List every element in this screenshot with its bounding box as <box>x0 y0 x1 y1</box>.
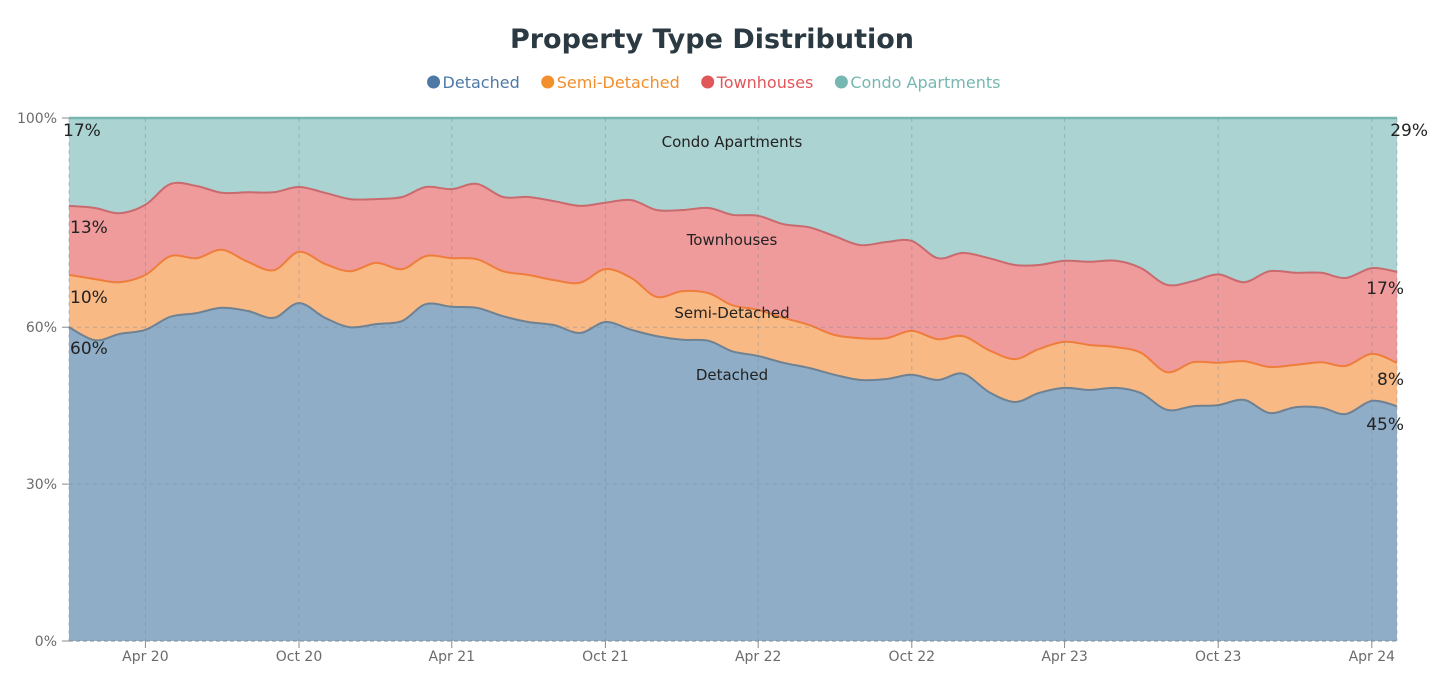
legend-item-condo-apartments[interactable]: Condo Apartments <box>834 73 1001 92</box>
x-tick-label: Apr 23 <box>1041 649 1087 665</box>
x-tick-label: Apr 24 <box>1349 649 1396 665</box>
series-label-detached: Detached <box>696 366 768 384</box>
legend-item-townhouses[interactable]: Townhouses <box>701 73 813 92</box>
series-label-condo-apartments: Condo Apartments <box>662 133 803 151</box>
x-tick-label: Oct 21 <box>582 649 628 665</box>
legend-marker-icon <box>834 75 848 89</box>
start-label-detached: 60% <box>70 339 108 359</box>
end-label-condo-apartments: 29% <box>1390 121 1428 141</box>
legend-label: Semi-Detached <box>557 73 680 92</box>
data-labels: Condo Apartments Townhouses Semi-Detached D… <box>63 121 1428 435</box>
end-label-townhouses: 17% <box>1366 279 1404 299</box>
series-label-semi-detached: Semi-Detached <box>674 304 789 322</box>
series-label-townhouses: Townhouses <box>686 231 778 249</box>
x-tick-label: Apr 20 <box>122 649 168 665</box>
line-semi-detached <box>68 248 1398 374</box>
start-label-semi-detached: 10% <box>70 288 108 308</box>
area-townhouses <box>69 182 1397 373</box>
x-tick-label: Apr 22 <box>735 649 781 665</box>
legend-marker-icon <box>541 75 555 89</box>
x-tick-label: Oct 20 <box>276 649 322 665</box>
area-detached <box>69 303 1397 641</box>
x-tick-label: Apr 21 <box>429 649 475 665</box>
end-label-semi-detached: 8% <box>1377 370 1404 390</box>
x-tick-label: Oct 23 <box>1195 649 1241 665</box>
y-tick-label: 0% <box>35 634 57 650</box>
legend-label: Condo Apartments <box>850 73 1000 92</box>
start-label-townhouses: 13% <box>70 218 108 238</box>
legend-marker-icon <box>427 75 441 89</box>
y-tick-label: 60% <box>26 320 57 336</box>
y-tick-label: 30% <box>26 477 57 493</box>
legend-marker-icon <box>701 75 715 89</box>
legend-label: Detached <box>443 73 520 92</box>
legend-label: Townhouses <box>716 73 814 92</box>
plot-area <box>69 118 1397 641</box>
legend-item-detached[interactable]: Detached <box>427 73 520 92</box>
x-tick-label: Oct 22 <box>889 649 935 665</box>
end-label-detached: 45% <box>1366 415 1404 435</box>
y-tick-label: 100% <box>17 111 57 127</box>
legend: Detached Semi-Detached Townhouses Condo Apa… <box>427 73 1000 92</box>
legend-item-semi-detached[interactable]: Semi-Detached <box>541 73 680 92</box>
area-semi-detached <box>69 249 1397 415</box>
start-label-condo-apartments: 17% <box>63 121 101 141</box>
line-detached <box>68 302 1398 416</box>
chart-title: Property Type Distribution <box>510 24 914 55</box>
area-condo-apartments <box>69 118 1397 286</box>
line-townhouses <box>68 181 1398 287</box>
series-lines <box>68 116 1398 416</box>
axes: 0% 30% 60% 100% Apr 20 Oct 20 Apr 21 Oct 21 Apr … <box>17 111 1397 665</box>
